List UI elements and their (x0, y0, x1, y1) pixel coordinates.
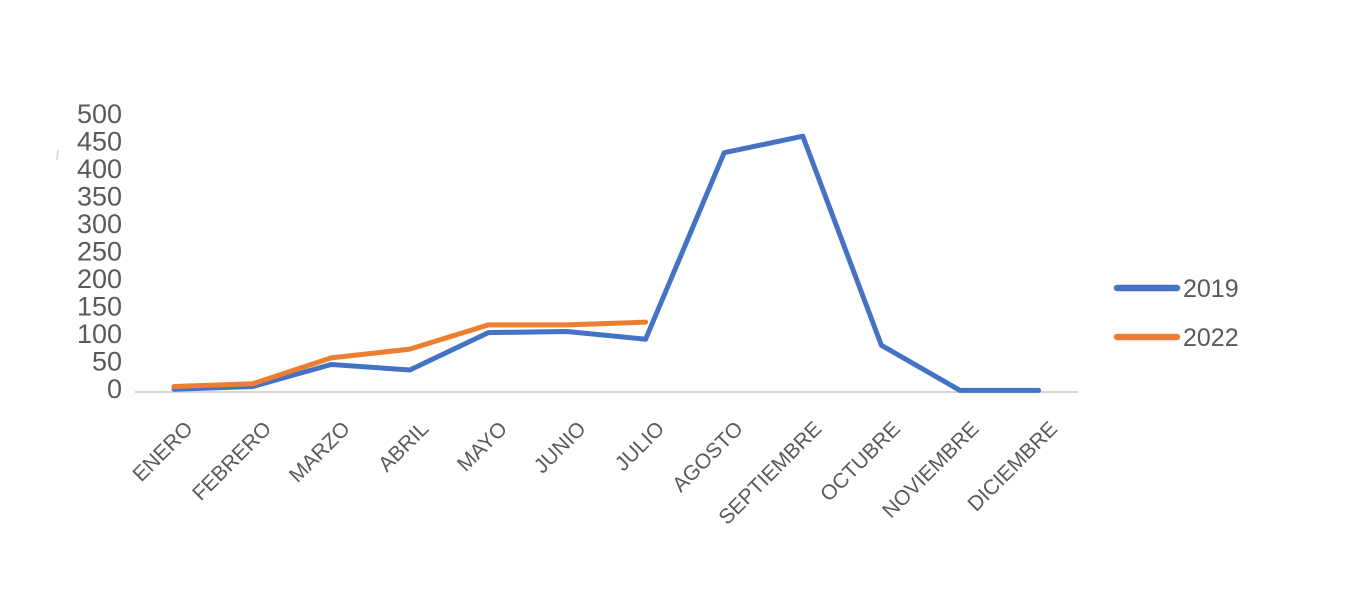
stray-mark (56, 150, 59, 160)
x-label-marzo: MARZO (285, 417, 355, 487)
legend-label-2019: 2019 (1183, 275, 1239, 303)
y-tick-label-50: 50 (92, 347, 122, 377)
x-label-febrero: FEBRERO (188, 417, 276, 505)
y-tick-label-150: 150 (77, 292, 122, 322)
y-tick-label-200: 200 (77, 264, 122, 294)
x-label-abril: ABRIL (374, 417, 433, 476)
y-tick-label-400: 400 (77, 154, 122, 184)
series-line-2022 (171, 319, 649, 389)
x-label-junio: JUNIO (530, 417, 591, 478)
x-label-enero: ENERO (128, 417, 197, 486)
legend-label-2022: 2022 (1183, 324, 1239, 352)
x-label-mayo: MAYO (453, 417, 512, 476)
y-tick-label-100: 100 (77, 319, 122, 349)
y-tick-label-0: 0 (107, 374, 122, 404)
series-line-2019 (171, 133, 1042, 393)
y-tick-label-350: 350 (77, 182, 122, 212)
y-tick-label-500: 500 (77, 99, 122, 129)
y-tick-label-300: 300 (77, 209, 122, 239)
y-tick-label-450: 450 (77, 127, 122, 157)
x-label-julio: JULIO (611, 417, 669, 475)
x-label-agosto: AGOSTO (668, 417, 748, 497)
y-tick-label-250: 250 (77, 237, 122, 267)
